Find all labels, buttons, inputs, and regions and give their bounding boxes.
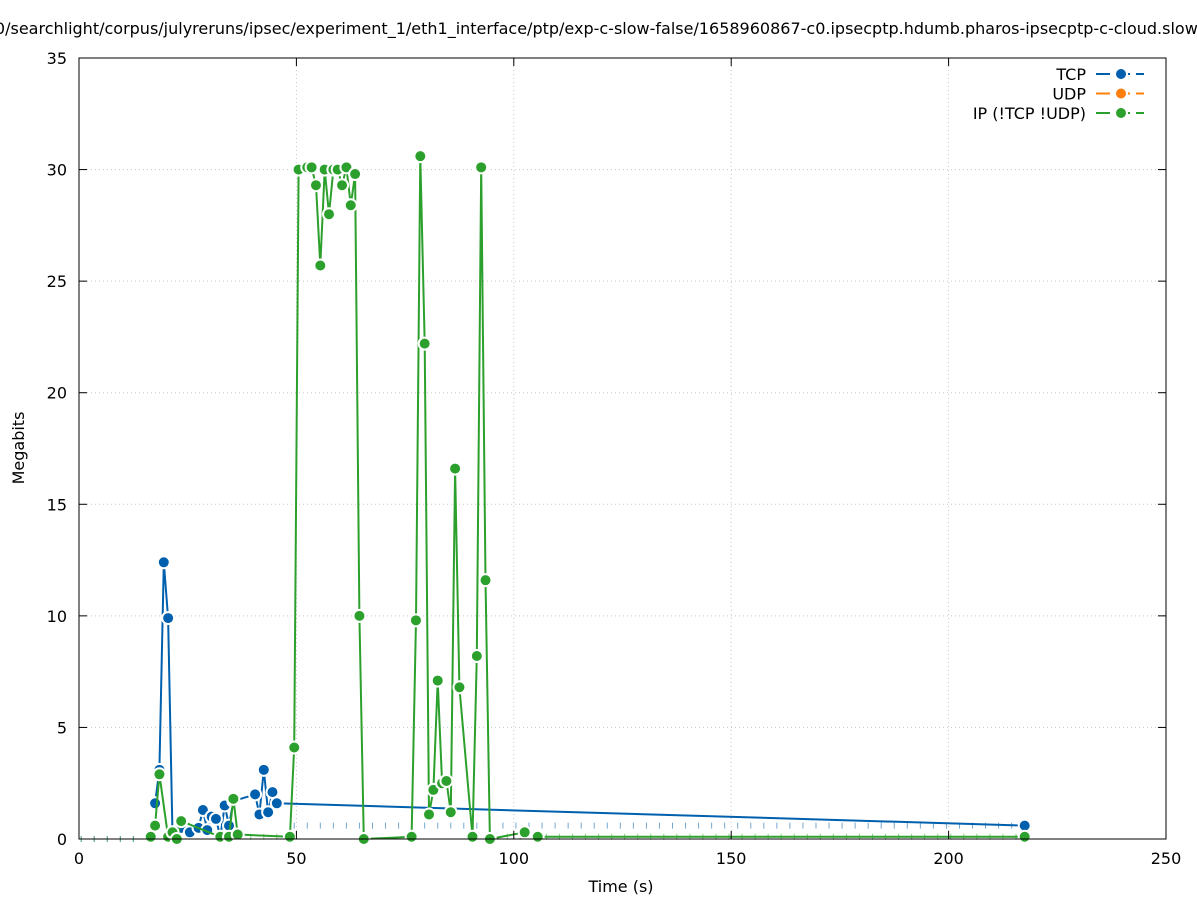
y-tick-label: 0 [57,830,67,849]
series-2-point [478,573,493,588]
series-2-point [469,649,484,664]
series-2-point [304,160,319,175]
y-tick-label: 20 [47,384,67,403]
series-2-point [152,767,167,782]
series-2-point [308,178,323,193]
y-tick-label: 35 [47,49,67,68]
x-tick-label: 250 [1151,849,1182,868]
series-0-point [156,555,171,570]
series-2-point [148,818,163,833]
legend-label: IP (!TCP !UDP) [973,104,1086,123]
series-2-point [452,680,467,695]
series-2-point [417,336,432,351]
x-axis-title: Time (s) [587,877,653,896]
x-tick-label: 50 [286,849,306,868]
series-2-point [474,160,489,175]
chart-title: r0/searchlight/corpus/julyreruns/ipsec/e… [0,19,1197,39]
series-2-point [352,608,367,623]
legend-marker [1114,67,1128,81]
series-2 [80,149,1032,846]
series-0 [80,555,1032,844]
series-0-point [248,787,263,802]
series-0-point [256,762,271,777]
series-0-point [161,611,176,626]
series-2-point [282,829,297,844]
legend-marker [1114,106,1128,120]
series-0-point [269,796,284,811]
legend-label: TCP [1055,65,1086,84]
series-2-point [230,827,245,842]
legend-marker [1114,86,1128,101]
x-tick-label: 0 [74,849,84,868]
y-tick-label: 25 [47,272,67,291]
y-tick-label: 5 [57,718,67,737]
y-tick-label: 30 [47,161,67,180]
series-2-point [404,829,419,844]
series-2-line [149,155,1025,840]
x-tick-label: 150 [716,849,747,868]
series-2-point [465,829,480,844]
plot-frame [78,57,1167,840]
series-2-point [448,461,463,476]
series-2-point [348,167,363,182]
series-layer [80,149,1032,846]
series-2-point [287,740,302,755]
x-tick-label: 200 [933,849,964,868]
series-2-point [174,814,189,829]
series-2-point [313,258,328,273]
y-tick-label: 15 [47,495,67,514]
x-tick-label: 100 [499,849,530,868]
series-2-point [1017,829,1032,844]
series-0-point [148,796,163,811]
grid [79,58,1166,839]
legend-label: UDP [1052,85,1086,104]
series-2-point [517,825,532,840]
series-0-line [154,561,1025,838]
series-2-point [443,805,458,820]
series-2-point [413,149,428,164]
series-0-point [208,811,223,826]
series-2-point [439,773,454,788]
series-2-point [343,198,358,213]
y-tick-label: 10 [47,607,67,626]
series-2-point [322,207,337,222]
series-2-point [430,673,445,688]
ticks: 0 50 100 150 200 250 0 5 10 15 20 25 30 35 [47,49,1182,868]
series-2-point [226,791,241,806]
series-2-point [335,178,350,193]
series-2-point [422,807,437,822]
series-2-point [408,613,423,628]
series-2-point [530,829,545,844]
y-axis-title: Megabits [9,412,28,485]
series-0-point [261,805,276,820]
